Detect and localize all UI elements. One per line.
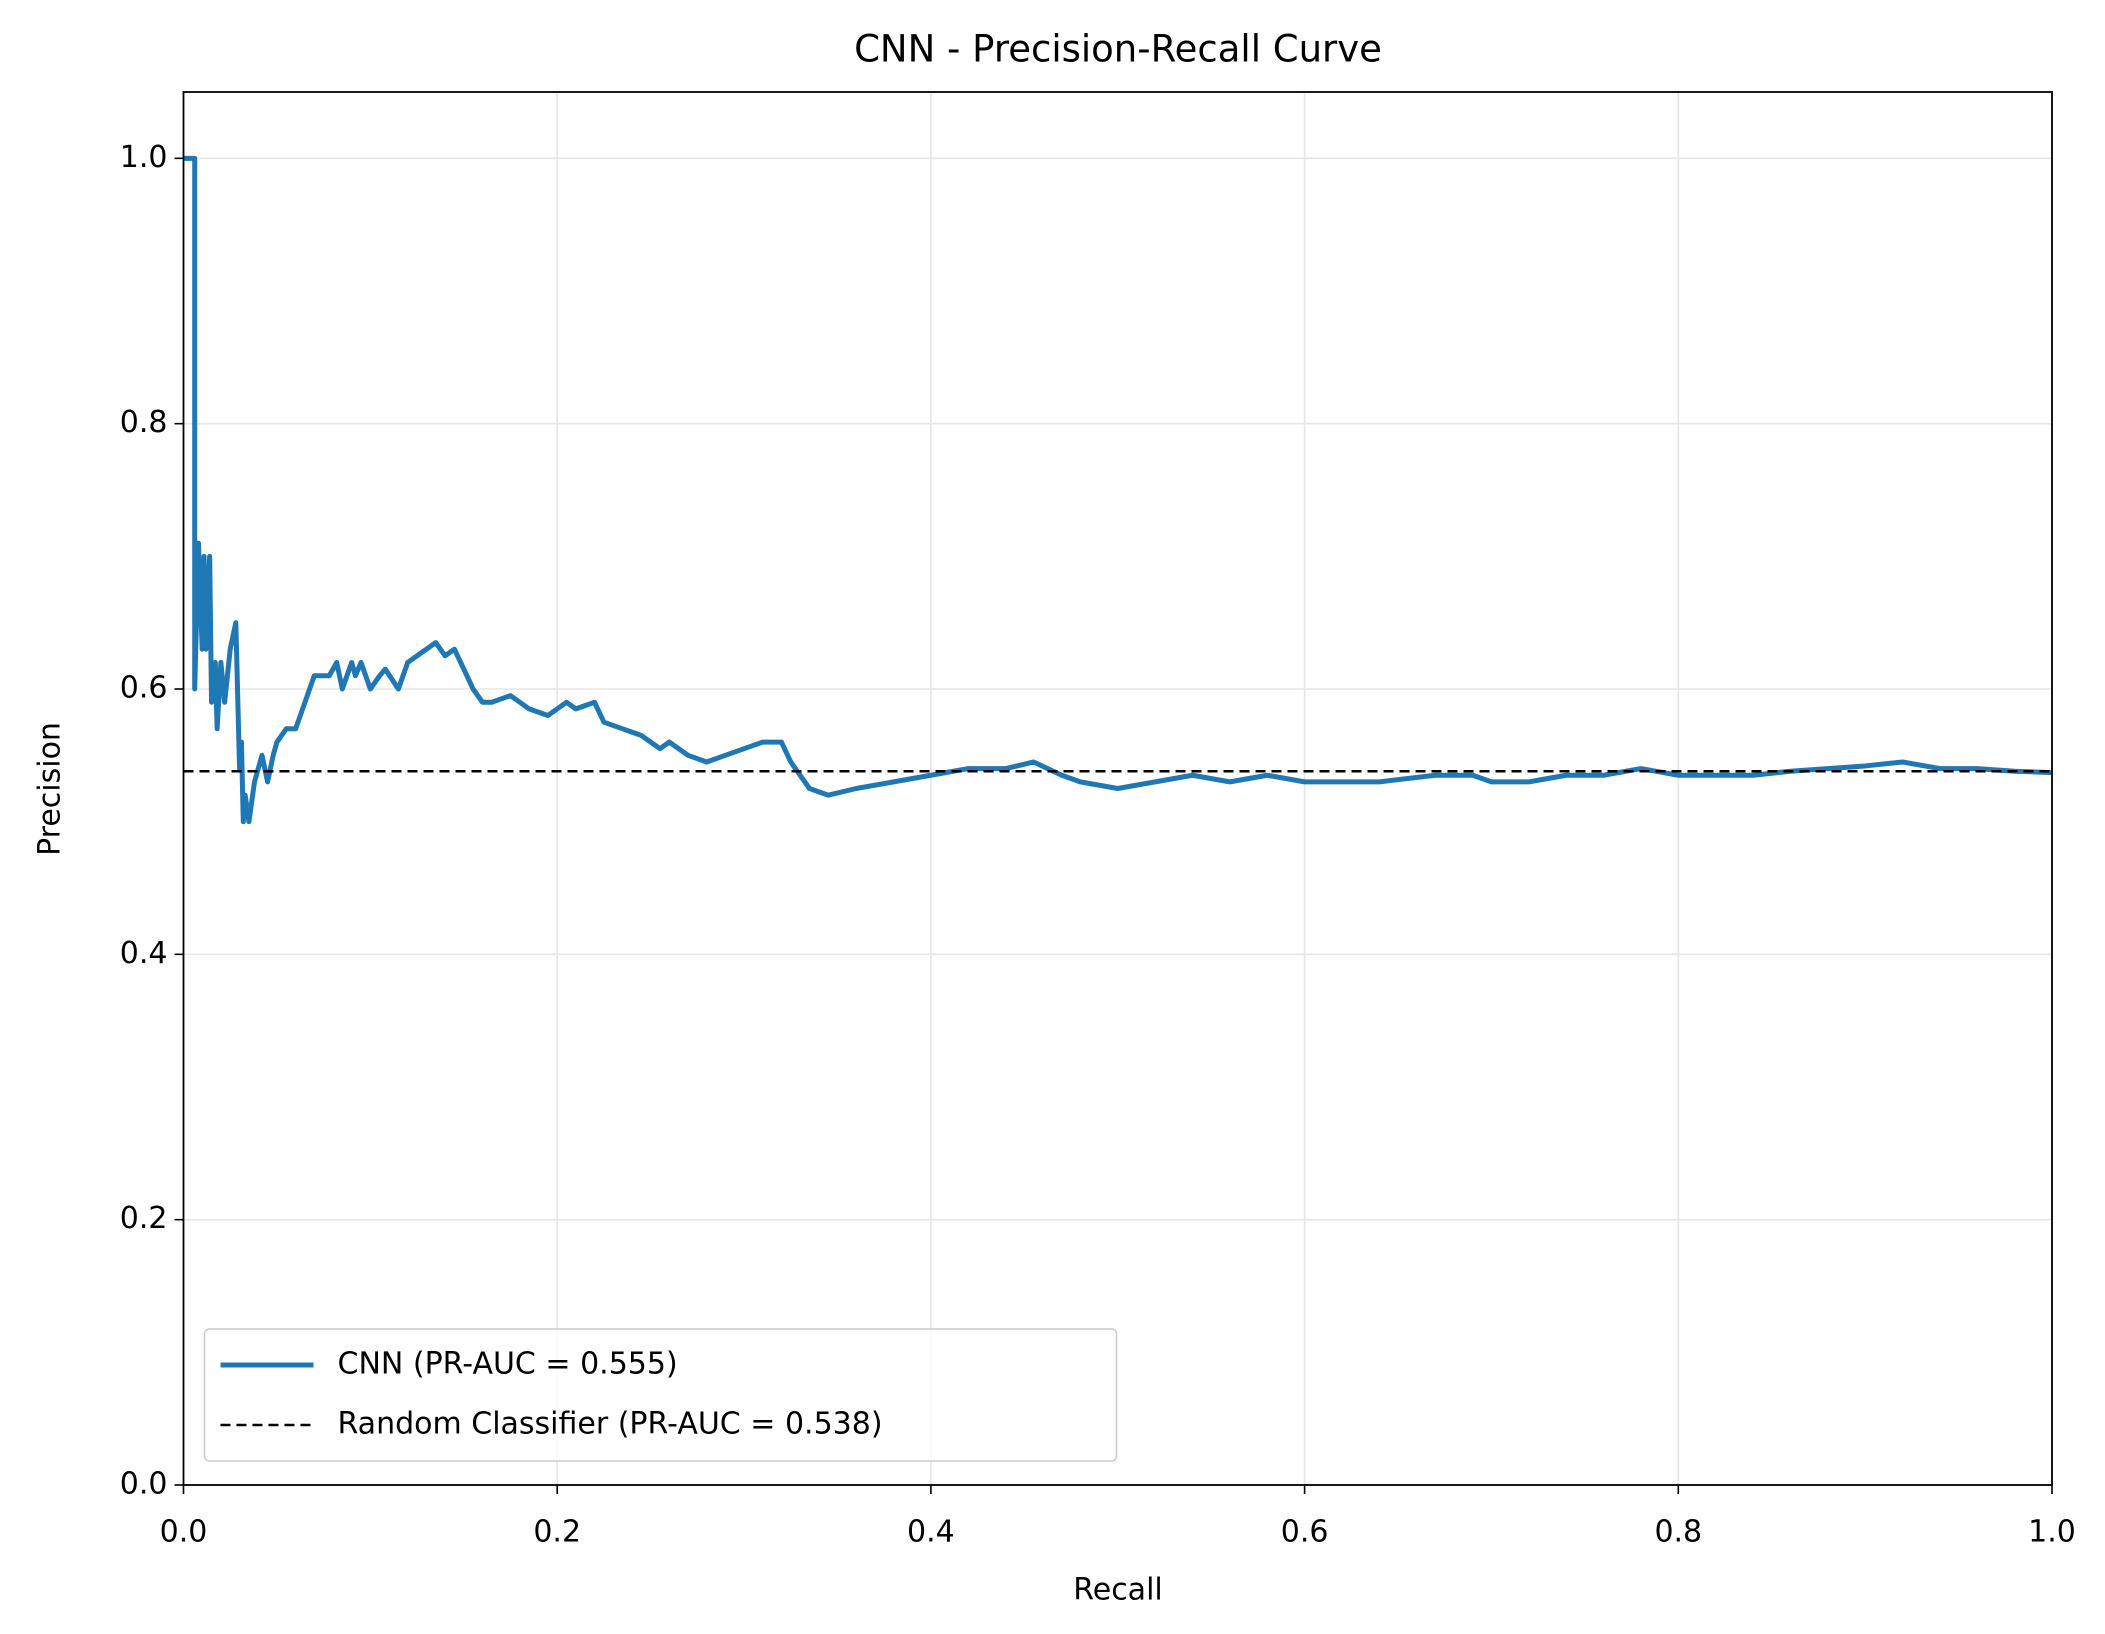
y-tick-label: 0.4: [120, 936, 168, 971]
x-axis-label: Recall: [1073, 1573, 1163, 1608]
legend-label: Random Classifier (PR-AUC = 0.538): [338, 1407, 883, 1442]
legend-box: [203, 1328, 1118, 1462]
x-tick-label: 0.6: [1281, 1515, 1329, 1550]
x-tick-label: 1.0: [2028, 1515, 2076, 1550]
x-tick-label: 0.2: [533, 1515, 581, 1550]
legend-label: CNN (PR-AUC = 0.555): [338, 1347, 678, 1382]
x-tick-label: 0.4: [907, 1515, 955, 1550]
y-tick-label: 0.8: [120, 405, 168, 440]
x-tick-label: 0.0: [160, 1515, 208, 1550]
y-tick-label: 0.2: [120, 1201, 168, 1236]
axes-frame: [182, 91, 2053, 1486]
chart-title: CNN - Precision-Recall Curve: [854, 28, 1382, 71]
y-axis-label: Precision: [33, 722, 68, 856]
x-tick-label: 0.8: [1654, 1515, 1702, 1550]
series-line: [183, 155, 2052, 825]
y-tick-label: 0.0: [120, 1467, 168, 1502]
y-tick-label: 0.6: [120, 671, 168, 706]
y-tick-label: 1.0: [120, 140, 168, 175]
